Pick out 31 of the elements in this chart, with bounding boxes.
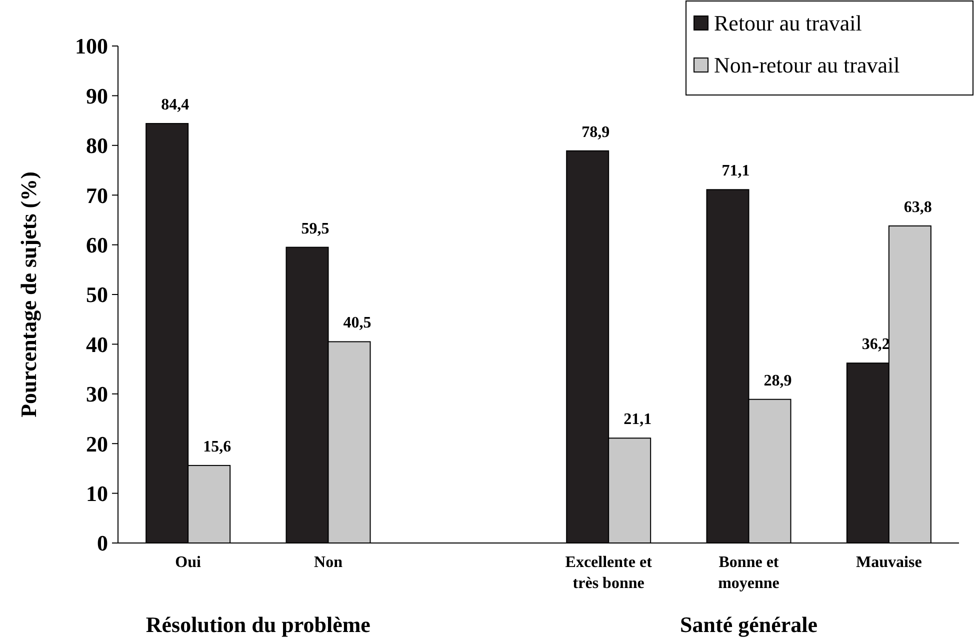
y-tick-label: 100: [75, 34, 108, 59]
y-tick-label: 60: [86, 232, 108, 258]
x-tick-label: Oui: [175, 554, 202, 571]
x-tick-label: Mauvaise: [856, 554, 922, 571]
y-tick-label: 90: [86, 83, 108, 108]
text: Résolution du problème: [146, 612, 371, 637]
data-label: 59,5: [301, 220, 330, 238]
data-label: 40,5: [343, 314, 372, 332]
y-tick-label: 10: [86, 481, 108, 506]
legend-label: Retour au travail: [714, 10, 862, 36]
x-tick-label: Non: [314, 554, 343, 571]
data-label: 63,8: [904, 198, 932, 216]
data-label: 21,1: [624, 411, 652, 428]
data-label: 84,4: [161, 96, 190, 114]
y-tick-label: 50: [86, 282, 108, 308]
data-label: 36,2: [862, 336, 890, 354]
data-label: 28,9: [764, 372, 792, 390]
y-tick-label: 0: [97, 530, 108, 556]
y-tick-label: 30: [86, 382, 108, 407]
y-tick-label: 20: [86, 431, 108, 456]
data-label: 15,6: [203, 438, 232, 456]
y-tick-label: 80: [86, 133, 108, 158]
y-tick-label: 70: [86, 182, 108, 208]
x-tick-label: Bonne et moyenne: [718, 554, 780, 592]
y-tick-label: 40: [86, 332, 108, 357]
y-axis-title: Pourcentage de sujets (%): [16, 172, 41, 418]
legend-label: Non-retour au travail: [714, 52, 900, 78]
x-tick-label: Excellente et très bonne: [565, 554, 653, 592]
data-label: 71,1: [722, 162, 750, 180]
text: Santé générale: [680, 612, 818, 637]
data-label: 78,9: [582, 124, 610, 141]
